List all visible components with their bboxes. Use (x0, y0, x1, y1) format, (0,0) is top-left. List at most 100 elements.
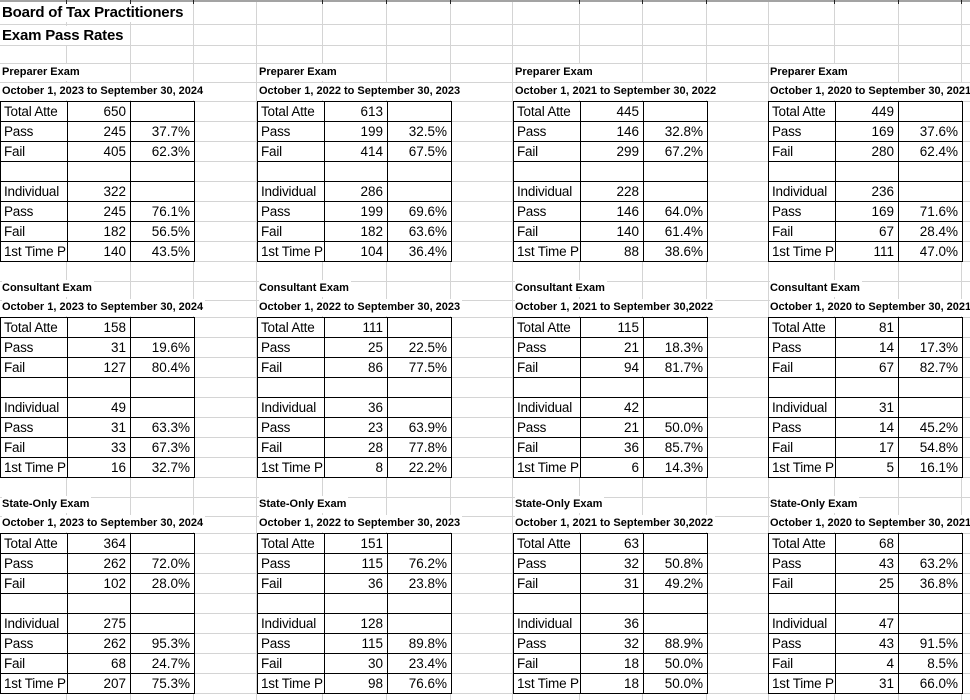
stat-value-cell[interactable]: 8 (324, 457, 388, 478)
stat-percent-cell[interactable]: 36.8% (898, 573, 963, 594)
stat-label-cell[interactable]: Total Atte (257, 317, 325, 338)
stat-value-cell[interactable]: 31 (67, 417, 131, 438)
stat-label-cell[interactable]: Fail (257, 573, 325, 594)
stat-label-cell[interactable]: Fail (513, 573, 581, 594)
stat-label-cell[interactable]: Pass (257, 121, 325, 142)
stat-value-cell[interactable]: 47 (835, 613, 899, 634)
stat-label-cell[interactable]: 1st Time P (513, 673, 581, 694)
stat-label-cell[interactable] (768, 161, 836, 182)
stat-percent-cell[interactable]: 66.0% (898, 673, 963, 694)
stat-value-cell[interactable]: 111 (835, 241, 899, 262)
stat-percent-cell[interactable]: 32.5% (387, 121, 452, 142)
stat-value-cell[interactable]: 158 (67, 317, 131, 338)
stat-value-cell[interactable]: 414 (324, 141, 388, 162)
stat-value-cell[interactable]: 43 (835, 633, 899, 654)
stat-percent-cell[interactable]: 28.0% (130, 573, 195, 594)
stat-label-cell[interactable]: Fail (768, 653, 836, 674)
stat-label-cell[interactable]: Total Atte (257, 533, 325, 554)
stat-label-cell[interactable]: 1st Time P (0, 457, 68, 478)
sheet-subtitle[interactable]: Exam Pass Rates (2, 26, 127, 45)
stat-percent-cell[interactable] (387, 377, 452, 398)
stat-value-cell[interactable]: 199 (324, 121, 388, 142)
stat-value-cell[interactable]: 14 (835, 337, 899, 358)
stat-percent-cell[interactable]: 19.6% (130, 337, 195, 358)
stat-label-cell[interactable]: 1st Time P (0, 673, 68, 694)
stat-percent-cell[interactable]: 50.0% (643, 673, 708, 694)
stat-value-cell[interactable]: 81 (835, 317, 899, 338)
stat-label-cell[interactable] (0, 593, 68, 614)
stat-value-cell[interactable] (835, 377, 899, 398)
stat-label-cell[interactable]: Pass (0, 201, 68, 222)
stat-value-cell[interactable]: 98 (324, 673, 388, 694)
stat-label-cell[interactable]: Total Atte (768, 533, 836, 554)
stat-value-cell[interactable]: 115 (324, 553, 388, 574)
stat-value-cell[interactable]: 36 (580, 437, 644, 458)
stat-value-cell[interactable]: 199 (324, 201, 388, 222)
stat-label-cell[interactable]: 1st Time P (0, 241, 68, 262)
stat-percent-cell[interactable]: 88.9% (643, 633, 708, 654)
stat-value-cell[interactable]: 322 (67, 181, 131, 202)
exam-title-cell[interactable]: Preparer Exam (770, 64, 850, 81)
stat-percent-cell[interactable]: 72.0% (130, 553, 195, 574)
stat-value-cell[interactable]: 405 (67, 141, 131, 162)
stat-label-cell[interactable]: 1st Time P (768, 673, 836, 694)
stat-percent-cell[interactable]: 75.3% (130, 673, 195, 694)
stat-label-cell[interactable]: Pass (257, 201, 325, 222)
stat-label-cell[interactable]: Individual (257, 613, 325, 634)
stat-label-cell[interactable]: Pass (768, 553, 836, 574)
exam-title-cell[interactable]: State-Only Exam (770, 496, 860, 513)
stat-label-cell[interactable]: Fail (513, 221, 581, 242)
stat-value-cell[interactable]: 6 (580, 457, 644, 478)
exam-period-cell[interactable]: October 1, 2022 to September 30, 2023 (259, 299, 463, 316)
stat-percent-cell[interactable]: 63.9% (387, 417, 452, 438)
stat-label-cell[interactable] (768, 377, 836, 398)
stat-percent-cell[interactable]: 85.7% (643, 437, 708, 458)
stat-percent-cell[interactable] (643, 317, 708, 338)
stat-value-cell[interactable]: 169 (835, 121, 899, 142)
stat-value-cell[interactable] (835, 593, 899, 614)
stat-value-cell[interactable]: 43 (835, 553, 899, 574)
stat-percent-cell[interactable] (387, 533, 452, 554)
exam-title-cell[interactable]: Preparer Exam (2, 64, 82, 81)
stat-percent-cell[interactable]: 95.3% (130, 633, 195, 654)
stat-value-cell[interactable] (67, 593, 131, 614)
stat-label-cell[interactable]: Fail (513, 141, 581, 162)
stat-value-cell[interactable]: 650 (67, 101, 131, 122)
stat-percent-cell[interactable]: 76.6% (387, 673, 452, 694)
stat-percent-cell[interactable]: 22.5% (387, 337, 452, 358)
exam-period-cell[interactable]: October 1, 2021 to September 30,2022 (515, 515, 716, 532)
stat-percent-cell[interactable]: 54.8% (898, 437, 963, 458)
stat-value-cell[interactable]: 182 (324, 221, 388, 242)
exam-period-cell[interactable]: October 1, 2021 to September 30,2022 (515, 299, 716, 316)
stat-value-cell[interactable]: 31 (835, 673, 899, 694)
stat-percent-cell[interactable]: 77.8% (387, 437, 452, 458)
stat-label-cell[interactable] (513, 161, 581, 182)
stat-percent-cell[interactable]: 14.3% (643, 457, 708, 478)
stat-value-cell[interactable]: 36 (580, 613, 644, 634)
stat-percent-cell[interactable]: 45.2% (898, 417, 963, 438)
exam-period-cell[interactable]: October 1, 2020 to September 30, 2021 (770, 515, 970, 532)
exam-period-cell[interactable]: October 1, 2022 to September 30, 2023 (259, 83, 463, 100)
stat-value-cell[interactable]: 4 (835, 653, 899, 674)
stat-label-cell[interactable]: Total Atte (0, 317, 68, 338)
stat-label-cell[interactable]: Individual (257, 181, 325, 202)
stat-value-cell[interactable]: 36 (324, 573, 388, 594)
stat-label-cell[interactable]: Pass (768, 201, 836, 222)
exam-title-cell[interactable]: State-Only Exam (259, 496, 349, 513)
stat-label-cell[interactable] (257, 377, 325, 398)
stat-value-cell[interactable]: 140 (67, 241, 131, 262)
stat-label-cell[interactable]: Total Atte (0, 101, 68, 122)
stat-value-cell[interactable]: 49 (67, 397, 131, 418)
stat-percent-cell[interactable] (898, 533, 963, 554)
stat-percent-cell[interactable] (643, 101, 708, 122)
stat-percent-cell[interactable] (898, 377, 963, 398)
stat-percent-cell[interactable] (898, 613, 963, 634)
stat-value-cell[interactable]: 299 (580, 141, 644, 162)
stat-value-cell[interactable]: 140 (580, 221, 644, 242)
stat-value-cell[interactable]: 182 (67, 221, 131, 242)
stat-label-cell[interactable]: Fail (768, 357, 836, 378)
stat-value-cell[interactable]: 32 (580, 553, 644, 574)
stat-label-cell[interactable]: Fail (513, 653, 581, 674)
stat-value-cell[interactable]: 228 (580, 181, 644, 202)
stat-label-cell[interactable]: Total Atte (768, 317, 836, 338)
